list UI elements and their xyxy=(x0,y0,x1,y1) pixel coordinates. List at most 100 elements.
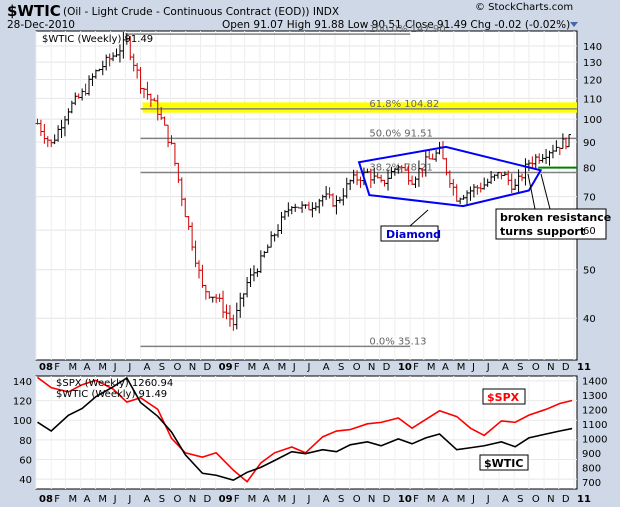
main-x-tick-label: M xyxy=(427,362,436,373)
main-y-tick-label: 90 xyxy=(583,138,596,149)
main-y-tick-label: 60 xyxy=(583,226,596,237)
fib-label: 50.0% 91.51 xyxy=(369,128,433,139)
main-x-tick-label: F xyxy=(54,362,60,373)
ohlc-readout: Open 91.07 High 91.88 Low 90.51 Close 91… xyxy=(222,19,571,31)
lower-x-tick-label: 10 xyxy=(398,494,412,505)
main-x-tick-label: M xyxy=(98,362,107,373)
lower-x-tick-label: N xyxy=(547,494,554,505)
fib-label: 0.0% 35.13 xyxy=(369,336,426,347)
ticker-description: (Oil - Light Crude - Continuous Contract… xyxy=(63,6,340,18)
lower-x-tick-label: A xyxy=(84,494,91,505)
main-y-tick-label: 70 xyxy=(583,193,596,204)
callout-line2: turns support xyxy=(500,225,585,238)
callout-box xyxy=(495,208,607,240)
main-x-tick-label: A xyxy=(323,362,330,373)
spx-tag: $SPX xyxy=(487,391,520,404)
main-x-tick-label: 08 xyxy=(39,362,53,373)
lower-x-tick-label: D xyxy=(383,494,391,505)
main-x-tick-label: S xyxy=(517,362,523,373)
callout-pointer xyxy=(527,173,536,210)
main-x-tick-label: S xyxy=(159,362,165,373)
main-x-tick-label: 09 xyxy=(219,362,233,373)
lower-x-tick-label: 08 xyxy=(39,494,53,505)
main-x-tick-label: D xyxy=(203,362,211,373)
lower-left-y-tick-label: 80 xyxy=(19,436,32,447)
lower-x-tick-label: M xyxy=(68,494,77,505)
main-x-tick-label: F xyxy=(234,362,240,373)
triangle-down-icon[interactable] xyxy=(570,22,578,27)
main-grid xyxy=(35,31,577,360)
lower-right-y-tick-label: 900 xyxy=(582,449,601,460)
main-y-tick-label: 40 xyxy=(583,314,596,325)
main-x-ticks: 08 F M A M J J A S O N D 09 F M A M J J A S O N D 10 F M A M J J A S O N D 1… xyxy=(39,362,591,373)
lower-left-y-tick-label: 100 xyxy=(13,416,32,427)
lower-left-y-tick-label: 60 xyxy=(19,456,32,467)
lower-x-tick-label: M xyxy=(457,494,466,505)
wtic-tag-box xyxy=(479,454,529,471)
main-x-tick-label: O xyxy=(532,362,540,373)
main-x-tick-label: N xyxy=(368,362,375,373)
main-y-tick-label: 50 xyxy=(583,266,596,277)
lower-x-tick-label: N xyxy=(189,494,196,505)
main-x-tick-label: A xyxy=(263,362,270,373)
lower-x-tick-label: 09 xyxy=(219,494,233,505)
lower-x-tick-label: D xyxy=(562,494,570,505)
main-x-tick-label: M xyxy=(278,362,287,373)
lower-x-tick-label: M xyxy=(278,494,287,505)
lower-x-tick-label: J xyxy=(471,494,475,505)
lower-left-y-tick-label: 40 xyxy=(19,475,32,486)
lower-x-tick-label: M xyxy=(427,494,436,505)
fibonacci-lines: 100.0% 147.90 61.8% 104.82 50.0% 91.51 38.2… xyxy=(125,24,577,347)
lower-legend-spx: $SPX (Weekly) 1260.94 xyxy=(56,378,173,389)
lower-x-tick-label: F xyxy=(234,494,240,505)
lower-x-tick-label: A xyxy=(502,494,509,505)
lower-right-y-tick-label: 700 xyxy=(582,478,601,489)
fib-label: 61.8% 104.82 xyxy=(369,99,439,110)
ohlc-bars xyxy=(35,31,572,331)
diamond-label: Diamond xyxy=(386,228,441,241)
wtic-tag: $WTIC xyxy=(484,457,523,470)
lower-x-tick-label: S xyxy=(338,494,344,505)
lower-x-tick-label: O xyxy=(353,494,361,505)
main-y-ticks: 40 50 60 70 80 90 100 110 120 130 140 xyxy=(583,42,602,325)
fib-label: 38.2% 78.21 xyxy=(369,163,433,174)
main-x-tick-label: A xyxy=(502,362,509,373)
lower-x-tick-label: F xyxy=(54,494,60,505)
main-x-tick-label: N xyxy=(189,362,196,373)
lower-right-y-ticks: 700 800 900 1000 1100 1200 1300 1400 xyxy=(582,376,607,488)
main-y-tick-label: 80 xyxy=(583,164,596,175)
main-x-tick-label: J xyxy=(292,362,296,373)
lower-x-ticks: 08 F M A M J J A S O N D 09 F M A M J J A S O N D 10 F M A M J J A S O N D 1… xyxy=(39,494,591,505)
main-x-tick-label: O xyxy=(353,362,361,373)
main-x-tick-label: D xyxy=(562,362,570,373)
fib-highlight-band xyxy=(142,102,577,113)
lower-x-tick-label: J xyxy=(292,494,296,505)
ticker-symbol: $WTIC xyxy=(7,2,61,20)
main-x-tick-label: 11 xyxy=(577,362,591,373)
lower-x-tick-label: O xyxy=(174,494,182,505)
lower-right-y-tick-label: 1400 xyxy=(582,376,607,387)
main-y-tick-label: 120 xyxy=(583,75,602,86)
lower-x-tick-label: A xyxy=(442,494,449,505)
lower-x-tick-label: A xyxy=(263,494,270,505)
main-x-tick-label: 10 xyxy=(398,362,412,373)
main-x-tick-label: D xyxy=(383,362,391,373)
lower-right-y-tick-label: 1000 xyxy=(582,434,607,445)
lower-x-tick-label: J xyxy=(127,494,131,505)
main-x-tick-label: A xyxy=(442,362,449,373)
lower-left-y-tick-label: 140 xyxy=(13,377,32,388)
lower-x-tick-label: S xyxy=(517,494,523,505)
lower-x-tick-label: A xyxy=(144,494,151,505)
lower-x-tick-label: J xyxy=(113,494,117,505)
main-y-tick-label: 100 xyxy=(583,115,602,126)
main-x-tick-label: J xyxy=(471,362,475,373)
lower-left-y-tick-label: 120 xyxy=(13,397,32,408)
spx-tag-box xyxy=(482,388,526,405)
main-x-tick-label: A xyxy=(84,362,91,373)
lower-right-y-tick-label: 1300 xyxy=(582,391,607,402)
callout-pointer-2 xyxy=(540,173,551,210)
main-x-tick-label: O xyxy=(174,362,182,373)
lower-grid xyxy=(35,376,577,489)
fib-label: 100.0% 147.90 xyxy=(369,24,445,35)
